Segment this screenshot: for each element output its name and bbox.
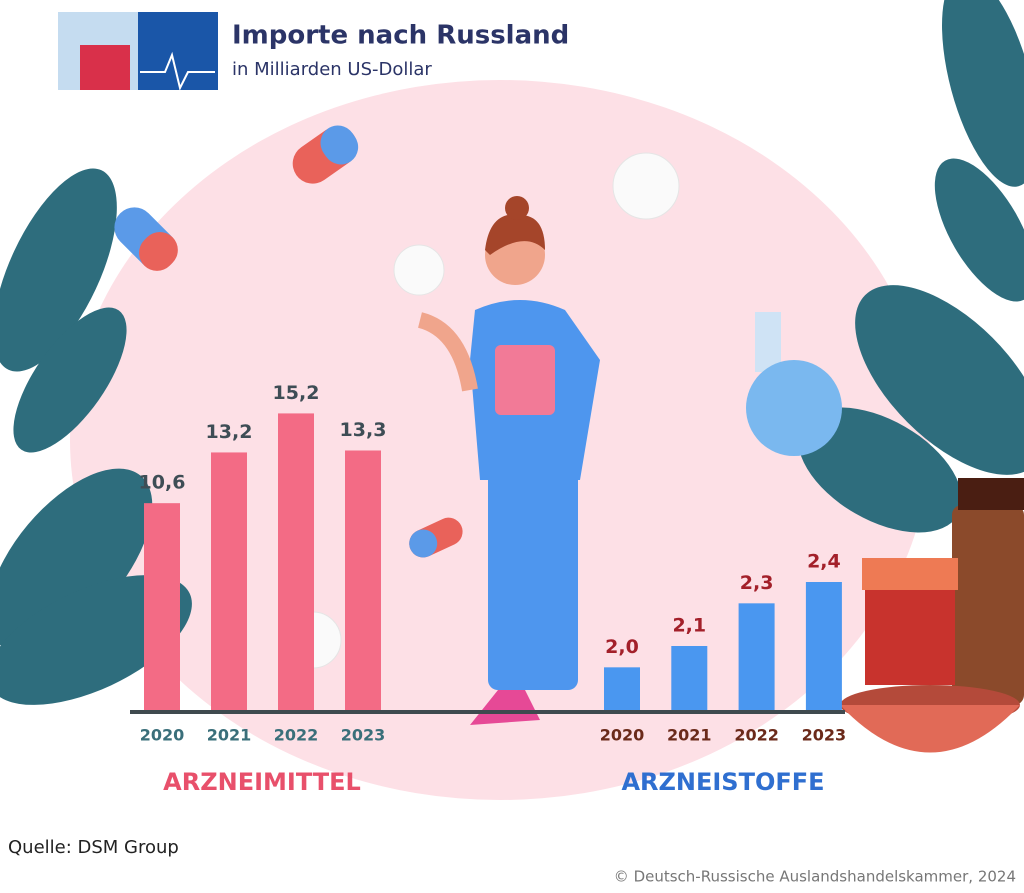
- value-label: 2,4: [807, 551, 841, 573]
- bar: [604, 667, 640, 710]
- chart-title: ARZNEISTOFFE: [621, 768, 824, 796]
- bar: [345, 450, 381, 710]
- value-label: 10,6: [139, 472, 186, 494]
- bar: [671, 646, 708, 710]
- pills: [114, 125, 680, 669]
- bar: [144, 503, 180, 710]
- bar: [211, 452, 247, 710]
- x-tick-label: 2021: [667, 726, 712, 745]
- x-tick-label: 2022: [734, 726, 779, 745]
- value-label: 15,2: [273, 382, 320, 404]
- x-tick-label: 2020: [600, 726, 645, 745]
- source: Quelle: DSM Group: [8, 837, 179, 858]
- value-label: 2,3: [740, 572, 774, 594]
- title: Importe nach Russland: [232, 21, 569, 51]
- bar: [738, 603, 775, 710]
- charts: 10,6 2020 13,2 2021 15,2 2022 13,3 2023 ARZNEIMI…: [139, 382, 847, 796]
- x-tick-label: 2021: [207, 726, 252, 745]
- lab-items: [746, 312, 1024, 753]
- value-label: 2,0: [605, 636, 639, 658]
- x-tick-label: 2020: [140, 726, 185, 745]
- x-tick-label: 2023: [802, 726, 847, 745]
- chart-title: ARZNEIMITTEL: [163, 768, 361, 796]
- value-label: 13,2: [206, 421, 253, 443]
- bar: [805, 582, 842, 710]
- copyright: © Deutsch-Russische Auslandshandelskamme…: [614, 868, 1016, 886]
- value-label: 2,1: [672, 615, 706, 637]
- logo: [58, 12, 218, 91]
- value-label: 13,3: [340, 419, 387, 441]
- subtitle: in Milliarden US-Dollar: [232, 59, 432, 80]
- bar: [278, 413, 314, 710]
- x-tick-label: 2022: [274, 726, 319, 745]
- x-tick-label: 2023: [341, 726, 386, 745]
- leaves: [0, 0, 1024, 705]
- nurse-figure: [417, 196, 600, 725]
